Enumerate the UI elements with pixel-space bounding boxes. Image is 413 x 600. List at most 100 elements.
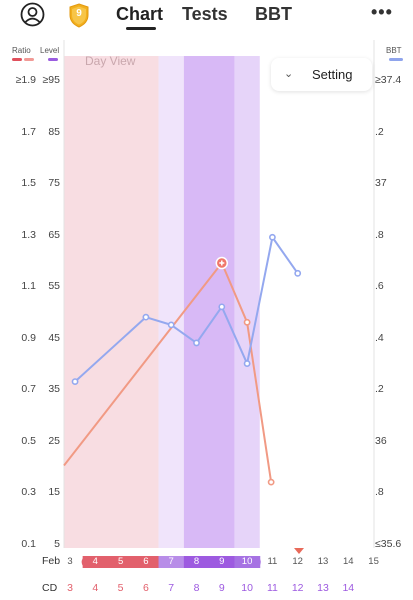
top-header: 9 Chart Tests BBT ••• bbox=[0, 0, 413, 36]
setting-dropdown[interactable]: ⌄ Setting bbox=[271, 58, 372, 91]
legend-ratio-swatch-dark bbox=[12, 58, 22, 61]
data-point-ratio bbox=[267, 478, 275, 486]
today-marker-icon bbox=[294, 548, 304, 554]
level-tick-label: 55 bbox=[48, 280, 60, 293]
bbt-tick-label: .8 bbox=[375, 486, 384, 499]
phase-band-fertile bbox=[158, 56, 184, 548]
date-cell[interactable]: 6 bbox=[143, 556, 149, 567]
series-lines bbox=[63, 233, 302, 486]
level-shield-badge-icon[interactable] bbox=[68, 3, 90, 28]
bbt-tick-label: .4 bbox=[375, 331, 384, 344]
ratio-tick-label: 0.5 bbox=[21, 434, 36, 447]
cycle-day-cell: 13 bbox=[317, 582, 329, 594]
setting-label: Setting bbox=[312, 67, 353, 82]
data-point-bbt bbox=[218, 303, 226, 311]
ratio-tick-label: 0.1 bbox=[21, 538, 36, 550]
date-band-cell-peak bbox=[183, 556, 210, 568]
date-band-cell-period bbox=[133, 556, 160, 568]
bbt-tick-label: .2 bbox=[375, 383, 384, 396]
date-cell[interactable]: 3 bbox=[67, 556, 73, 567]
date-cell[interactable]: 14 bbox=[343, 556, 354, 567]
level-tick-label: 35 bbox=[48, 383, 60, 396]
tab-tests[interactable]: Tests bbox=[182, 4, 228, 24]
legend-level-swatch bbox=[48, 58, 58, 61]
tab-chart[interactable]: Chart bbox=[116, 4, 164, 24]
bbt-tick-label: .2 bbox=[375, 125, 384, 138]
phase-bands bbox=[64, 56, 260, 548]
data-point-ratio bbox=[243, 318, 251, 326]
date-cell[interactable]: 9 bbox=[219, 556, 225, 567]
level-tick-label: 15 bbox=[48, 486, 60, 499]
cycle-day-cell: 5 bbox=[117, 582, 124, 594]
data-point-bbt bbox=[193, 339, 200, 347]
legend-ratio-swatch-light bbox=[24, 58, 34, 61]
cycle-day-cell: 12 bbox=[291, 582, 304, 594]
date-cell[interactable]: 13 bbox=[317, 556, 329, 567]
series-line-bbt bbox=[74, 236, 299, 383]
ratio-tick-label: 1.5 bbox=[21, 177, 36, 190]
date-band-cap-right bbox=[248, 556, 261, 568]
date-cell[interactable]: 10 bbox=[241, 556, 253, 567]
data-point-bbt bbox=[142, 313, 150, 321]
ratio-tick-label: 0.7 bbox=[21, 383, 36, 396]
data-point-bbt bbox=[268, 233, 276, 241]
cycle-day-cell: 11 bbox=[266, 582, 278, 594]
series-line-ratio bbox=[63, 262, 273, 483]
level-tick-label: 65 bbox=[48, 228, 60, 241]
day-view-label: Day View bbox=[85, 54, 136, 68]
bbt-tick-label: .6 bbox=[375, 280, 384, 293]
level-tick-label: 75 bbox=[48, 177, 60, 190]
legend-ratio-label: Ratio bbox=[12, 46, 31, 55]
chevron-down-icon: ⌄ bbox=[284, 68, 294, 80]
legend-bbt-swatch bbox=[389, 58, 403, 61]
date-band-cell-peak bbox=[209, 556, 235, 568]
date-cell[interactable]: 12 bbox=[292, 556, 303, 567]
bbt-tick-label: .8 bbox=[375, 228, 384, 241]
data-point-bbt bbox=[243, 360, 251, 367]
level-tick-label: 45 bbox=[48, 331, 60, 344]
data-point-bbt bbox=[294, 269, 302, 277]
cycle-day-cell: 6 bbox=[142, 582, 149, 594]
legend-level-label: Level bbox=[40, 46, 60, 55]
date-band-cell-fertile-light bbox=[158, 556, 185, 568]
bbt-tick-label: 37 bbox=[375, 177, 387, 190]
bbt-tick-label: 36 bbox=[375, 434, 387, 447]
date-band-cap-left bbox=[81, 556, 94, 568]
cycle-day-cell: 10 bbox=[241, 582, 253, 594]
date-cell[interactable]: 15 bbox=[368, 556, 379, 567]
data-point-bbt bbox=[71, 378, 79, 385]
cycle-day-cell: 7 bbox=[168, 582, 175, 594]
date-band bbox=[81, 556, 261, 568]
ratio-tick-label: 0.9 bbox=[21, 331, 36, 344]
bbt-tick-label: ≤35.6 bbox=[375, 538, 402, 550]
active-tab-indicator bbox=[126, 27, 156, 30]
ratio-tick-label: 1.1 bbox=[21, 280, 36, 293]
cycle-day-cell: 4 bbox=[92, 582, 99, 594]
ratio-tick-label: 1.7 bbox=[21, 125, 36, 138]
level-tick-label: 25 bbox=[48, 434, 60, 447]
ratio-tick-label: ≥1.9 bbox=[15, 74, 36, 86]
level-tick-label: 85 bbox=[48, 125, 60, 138]
bbt-tick-label: ≥37.4 bbox=[375, 74, 402, 86]
level-tick-label: 5 bbox=[54, 538, 60, 550]
date-cell[interactable]: 5 bbox=[117, 556, 124, 567]
date-cell[interactable]: 11 bbox=[267, 556, 278, 567]
legend-bbt-label: BBT bbox=[386, 46, 402, 55]
date-cell[interactable]: 4 bbox=[92, 556, 98, 567]
data-point-bbt bbox=[167, 321, 175, 329]
cycle-day-cell: 14 bbox=[342, 582, 355, 594]
level-tick-label: ≥95 bbox=[42, 74, 60, 86]
month-label: Feb bbox=[42, 555, 61, 567]
more-options-icon[interactable]: ••• bbox=[371, 2, 393, 22]
cycle-day-cell: 3 bbox=[67, 582, 73, 594]
cycle-day-cell: 8 bbox=[193, 582, 200, 594]
badge-number: 9 bbox=[76, 8, 82, 19]
cd-label: CD bbox=[42, 582, 58, 594]
ratio-tick-label: 0.3 bbox=[21, 486, 36, 499]
date-cell[interactable]: 8 bbox=[193, 556, 200, 567]
date-band-cell-period bbox=[107, 556, 134, 568]
date-cell[interactable]: 7 bbox=[168, 556, 174, 567]
profile-avatar-icon[interactable] bbox=[20, 2, 45, 27]
tab-bbt[interactable]: BBT bbox=[255, 4, 292, 24]
